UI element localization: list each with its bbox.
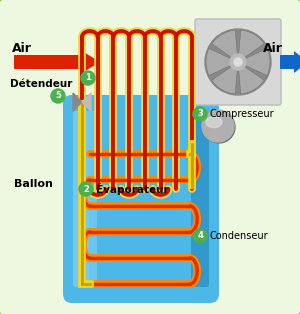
Circle shape [79,182,93,196]
Text: 5: 5 [55,91,61,100]
FancyArrow shape [280,51,300,73]
Wedge shape [206,48,233,76]
Text: Air: Air [12,42,32,56]
Text: Air: Air [263,42,283,56]
Circle shape [81,71,95,85]
FancyBboxPatch shape [191,111,209,287]
Text: Évaporateur: Évaporateur [96,183,169,195]
Circle shape [205,29,271,95]
Circle shape [202,110,234,142]
Circle shape [234,58,242,66]
Circle shape [230,54,246,70]
FancyArrow shape [14,55,76,69]
FancyBboxPatch shape [195,19,281,105]
Text: 3: 3 [197,110,203,118]
FancyArrow shape [14,51,100,73]
Text: 4: 4 [197,231,203,241]
Text: 1: 1 [85,73,91,83]
Wedge shape [212,65,238,94]
FancyBboxPatch shape [63,95,219,303]
Text: Compresseur: Compresseur [210,109,274,119]
Circle shape [193,229,207,243]
Polygon shape [82,93,91,111]
Text: Ballon: Ballon [14,179,53,189]
Polygon shape [73,93,82,111]
Text: Condenseur: Condenseur [210,231,268,241]
Circle shape [203,111,235,143]
Text: 2: 2 [83,185,89,193]
Ellipse shape [206,116,222,127]
Wedge shape [238,30,264,59]
FancyBboxPatch shape [73,111,97,287]
Text: Détendeur: Détendeur [10,79,72,89]
Circle shape [51,89,65,103]
FancyBboxPatch shape [73,111,89,287]
Wedge shape [242,48,270,76]
Wedge shape [212,30,238,59]
Wedge shape [238,65,264,94]
Circle shape [193,107,207,121]
